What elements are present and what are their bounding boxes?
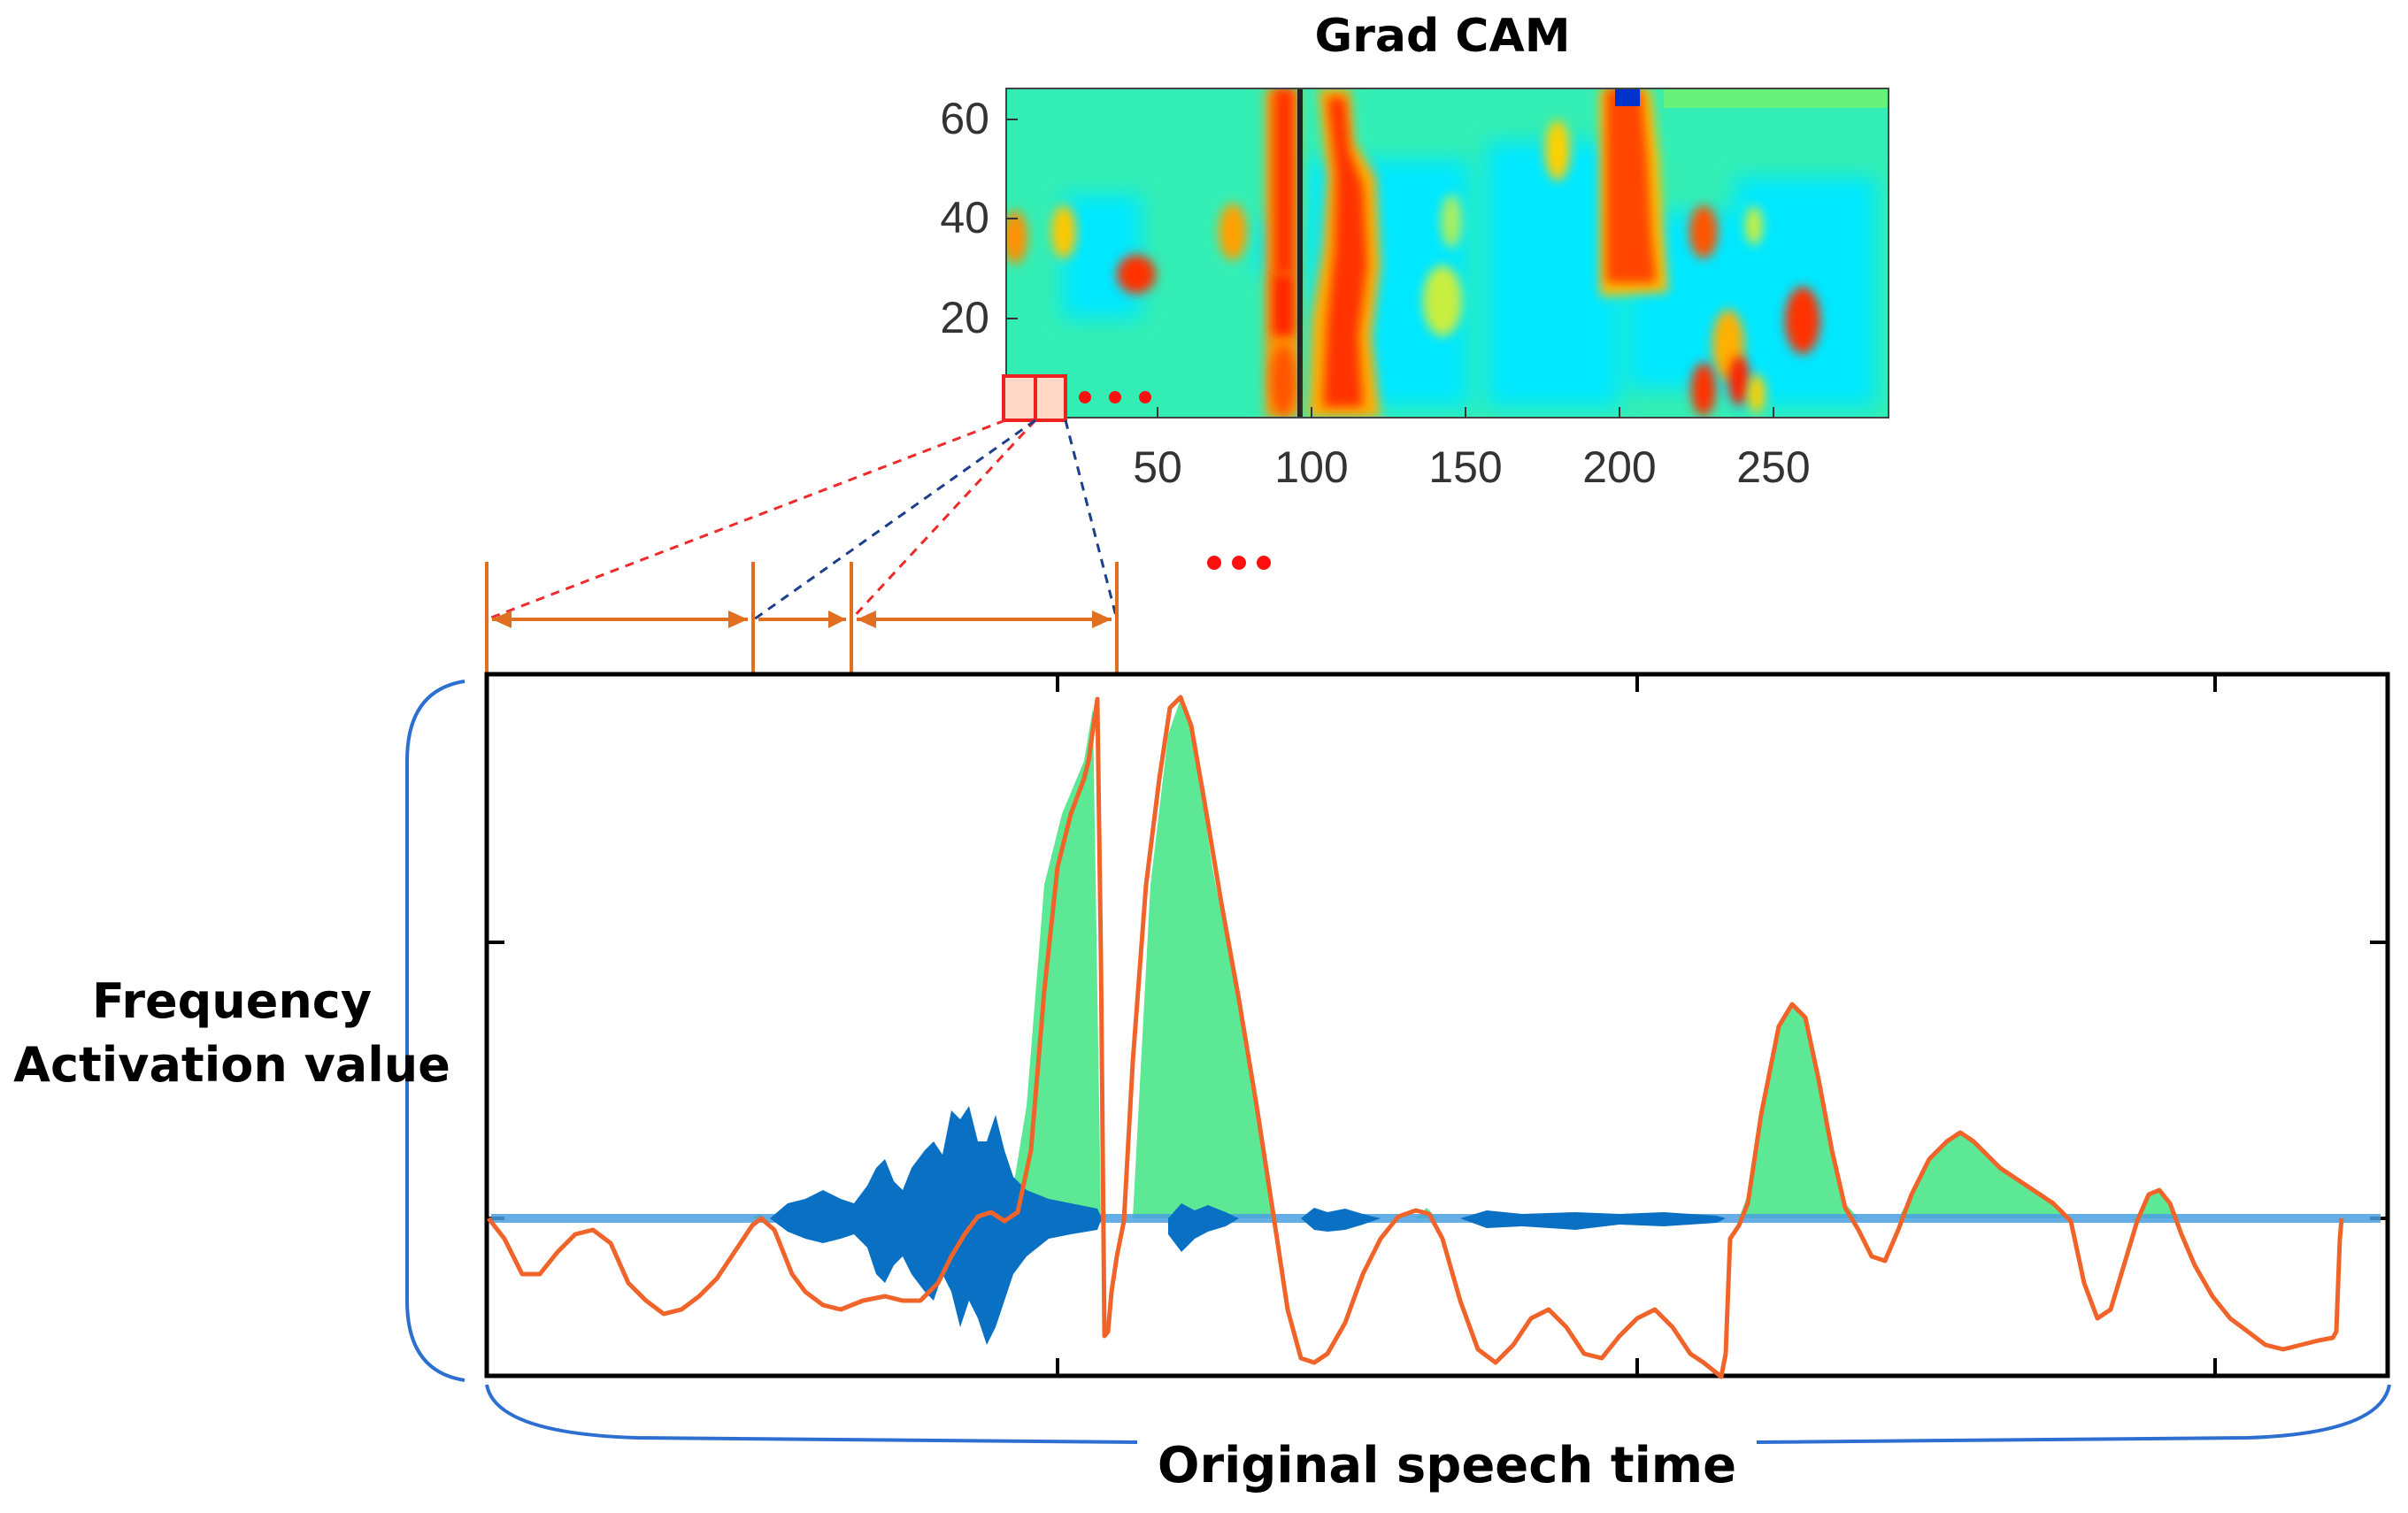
heatmap: 60 40 20 50 100 150 200 250 bbox=[940, 88, 1889, 492]
x-axis-bracket-right bbox=[1756, 1384, 2391, 1444]
heatmap-x-tick: 250 bbox=[1736, 442, 1810, 492]
speech-waveform bbox=[491, 1106, 2381, 1345]
y-axis-label-line2: Activation value bbox=[13, 1037, 450, 1093]
activation-curve bbox=[487, 695, 2344, 1379]
heatmap-y-axis: 60 40 20 bbox=[940, 94, 1018, 342]
heatmap-x-axis: 50 100 150 200 250 bbox=[1133, 407, 1811, 492]
projection-guides bbox=[486, 419, 1119, 621]
guide-red-2 bbox=[850, 419, 1037, 621]
guide-blue-1 bbox=[753, 419, 1036, 621]
heatmap-y-tick: 60 bbox=[940, 94, 989, 143]
activation-fill bbox=[752, 699, 2179, 1218]
selected-cells bbox=[1002, 374, 1067, 422]
x-axis-bracket-left bbox=[485, 1384, 1138, 1444]
signal-plot bbox=[484, 672, 2390, 1379]
guide-red-1 bbox=[486, 419, 1006, 621]
heatmap-frame bbox=[1005, 88, 1889, 419]
heatmap-y-tick: 20 bbox=[940, 293, 989, 342]
heatmap-x-tick: 100 bbox=[1274, 442, 1348, 492]
heatmap-ellipsis-dots bbox=[1079, 391, 1151, 403]
heatmap-hot-regions bbox=[1006, 88, 1889, 418]
heatmap-x-tick: 50 bbox=[1133, 442, 1182, 492]
x-axis-label: Original speech time bbox=[1158, 1437, 1736, 1494]
middle-ellipsis-dots bbox=[1207, 556, 1271, 570]
heatmap-title: Grad CAM bbox=[1315, 10, 1571, 63]
y-axis-label-line1: Frequency bbox=[92, 973, 372, 1029]
window-intervals bbox=[485, 562, 1119, 674]
y-axis-bracket bbox=[405, 680, 465, 1382]
guide-blue-2 bbox=[1064, 419, 1119, 620]
signal-plot-frame bbox=[484, 672, 2390, 1379]
heatmap-y-tick: 40 bbox=[940, 193, 989, 242]
heatmap-x-tick: 150 bbox=[1428, 442, 1502, 492]
heatmap-x-tick: 200 bbox=[1582, 442, 1656, 492]
